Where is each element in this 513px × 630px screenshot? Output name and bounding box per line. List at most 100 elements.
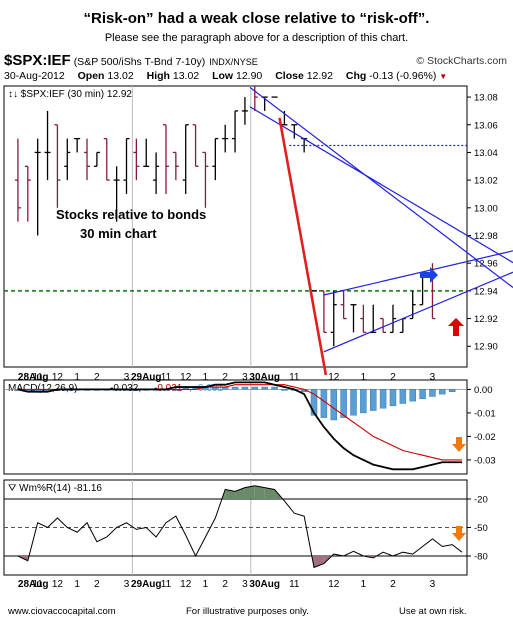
blue-right-arrow	[420, 267, 438, 283]
quote-close: 12.92	[306, 70, 333, 82]
macd-histogram-bar	[389, 389, 397, 407]
price-x-tick-label: 3	[242, 372, 248, 383]
price-bar	[64, 138, 71, 181]
price-bar	[389, 304, 396, 334]
bottom-x-tick-label: 3	[242, 579, 248, 590]
price-bar	[54, 124, 61, 208]
quote-open-label: Open	[77, 70, 105, 82]
macd-histogram-bar	[320, 389, 328, 418]
macd-histogram-bar	[281, 389, 288, 391]
price-x-tick-label: 12	[328, 372, 340, 383]
price-bar	[291, 124, 298, 139]
willr-y-tick-label: -50	[474, 523, 488, 534]
ticker-symbol: $SPX:IEF	[4, 52, 71, 69]
bottom-x-tick-label: 11	[32, 579, 43, 590]
stockcharts-brand: © StockCharts.com	[416, 55, 507, 67]
quote-line: 30-Aug-2012 Open 13.02 High 13.02 Low 12…	[4, 70, 447, 82]
price-bar	[44, 110, 51, 181]
price-bar	[34, 138, 41, 236]
price-bar	[320, 290, 327, 334]
price-bar	[74, 137, 81, 153]
willr-panel-title: ⛛ Wm%R(14) -81.16	[8, 483, 102, 494]
price-bar	[232, 110, 239, 153]
macd-histogram-bar	[360, 389, 367, 414]
price-y-tick-label: 12.94	[474, 286, 498, 297]
price-bar	[330, 290, 337, 347]
price-bar	[172, 151, 179, 181]
channel-upper-bottom	[323, 250, 513, 296]
macd-histogram-bar	[399, 389, 407, 404]
macd-y-tick-label: 0.00	[474, 385, 493, 396]
price-y-tick-label: 13.06	[474, 120, 498, 131]
price-bar	[254, 86, 258, 111]
ticker-exchange: INDX/NYSE	[209, 57, 258, 67]
channel-upper-top	[249, 86, 513, 288]
price-bar	[212, 137, 219, 181]
bottom-x-tick-label: 3	[430, 579, 436, 590]
price-bar	[84, 138, 91, 181]
price-bar	[340, 290, 347, 320]
red-trendline	[278, 117, 328, 376]
macd-histogram-bar	[409, 389, 416, 402]
chart-headline: “Risk-on” had a weak close relative to “…	[83, 10, 430, 27]
macd-histogram-bar	[419, 389, 426, 400]
price-y-tick-label: 13.00	[474, 203, 498, 214]
bottom-x-tick-label: 12	[328, 579, 340, 590]
bottom-x-tick-label: 1	[203, 579, 209, 590]
price-bar	[113, 166, 120, 222]
macd-panel-title: MACD(12,26,9)	[8, 383, 77, 394]
price-x-tick-label: 29Aug	[131, 372, 162, 383]
macd-panel-frame	[3, 379, 468, 475]
bottom-x-tick-label: 12	[180, 579, 192, 590]
price-bar	[192, 124, 199, 167]
quote-high: 13.02	[172, 70, 200, 82]
footer-disclaimer: For illustrative purposes only.	[186, 606, 309, 617]
price-x-tick-label: 1	[361, 372, 367, 383]
bottom-x-tick-label: 2	[222, 579, 228, 590]
price-bar	[133, 138, 140, 181]
macd-histogram-bar	[271, 386, 278, 390]
ticker-line: $SPX:IEF (S&P 500/iShs T-Bnd 7-10y) INDX/N…	[4, 52, 258, 69]
price-bar	[143, 138, 150, 167]
price-x-tick-label: 2	[222, 372, 228, 383]
price-bar	[370, 304, 377, 334]
price-bar	[123, 137, 130, 194]
price-x-tick-label: 3	[124, 372, 130, 383]
price-y-tick-label: 12.98	[474, 231, 498, 242]
macd-histogram-bar	[310, 389, 318, 416]
price-bar	[182, 124, 189, 194]
quote-high-label: High	[146, 70, 170, 82]
price-y-tick-label: 13.08	[474, 93, 498, 104]
price-x-tick-label: 3	[430, 372, 436, 383]
price-x-tick-label: 2	[390, 372, 396, 383]
ticker-description: (S&P 500/iShs T-Bnd 7-10y)	[73, 56, 206, 68]
macd-histogram-bar	[231, 386, 239, 390]
price-bar	[103, 137, 110, 181]
quote-chg: -0.13 (-0.96%)	[369, 70, 437, 82]
bottom-x-tick-label: 1	[361, 579, 367, 590]
red-up-arrow	[448, 318, 464, 336]
price-y-tick-label: 13.02	[474, 176, 498, 187]
willr-y-tick-label: -80	[474, 552, 488, 563]
macd-line	[17, 381, 463, 471]
price-y-tick-label: 13.04	[474, 148, 498, 159]
annotation-line-2: 30 min chart	[80, 226, 157, 241]
bottom-x-tick-label: 3	[124, 579, 130, 590]
price-panel-title: ↕↓ $SPX:IEF (30 min) 12.92	[8, 89, 132, 100]
price-bar	[399, 317, 406, 334]
macd-y-tick-label: -0.01	[474, 408, 496, 419]
price-y-tick-label: 12.92	[474, 314, 498, 325]
quote-close-label: Close	[275, 70, 304, 82]
macd-histogram-bar	[330, 389, 338, 421]
price-x-tick-label: 12	[52, 372, 64, 383]
macd-plot-area	[4, 381, 467, 471]
macd-histogram-bar	[340, 389, 347, 418]
channel-lower-bottom	[323, 271, 513, 353]
bottom-x-tick-label: 11	[161, 579, 172, 590]
bottom-x-tick-label: 2	[390, 579, 396, 590]
down-arrow-icon: ▼	[439, 72, 448, 81]
macd-histogram-bar	[429, 389, 436, 397]
willr-overbought-shade	[254, 485, 265, 499]
price-x-tick-label: 1	[74, 372, 80, 383]
